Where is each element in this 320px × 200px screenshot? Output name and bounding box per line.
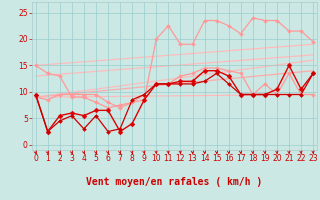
X-axis label: Vent moyen/en rafales ( km/h ): Vent moyen/en rafales ( km/h )	[86, 177, 262, 187]
